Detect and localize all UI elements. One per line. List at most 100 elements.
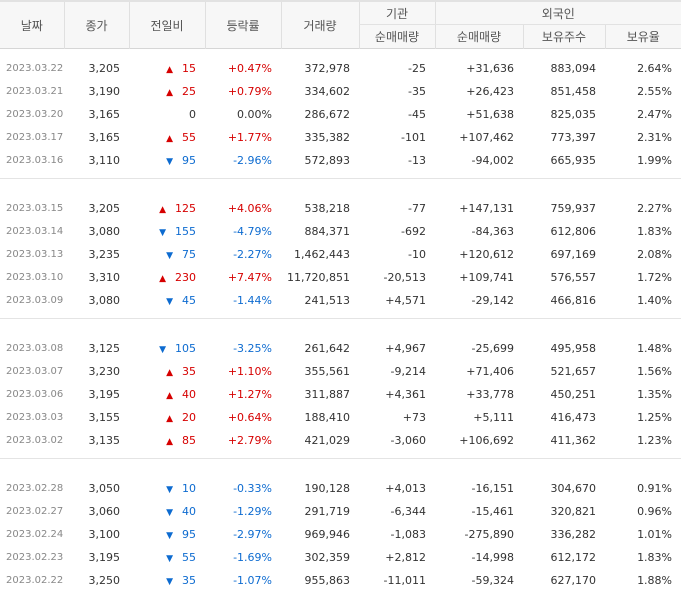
change-value: 105 [175, 342, 196, 355]
rate-cell: -1.07% [205, 569, 281, 592]
foreign-net-cell: -94,002 [435, 149, 523, 172]
foreign-holding-cell: 612,172 [523, 546, 605, 569]
inst-net-cell: -6,344 [359, 500, 435, 523]
foreign-holding-cell: 320,821 [523, 500, 605, 523]
volume-cell: 291,719 [281, 500, 359, 523]
volume-cell: 335,382 [281, 126, 359, 149]
volume-cell: 955,863 [281, 569, 359, 592]
change-value: 25 [182, 85, 196, 98]
foreign-holding-cell: 851,458 [523, 80, 605, 103]
header-foreign-net: 순매매량 [435, 25, 523, 49]
change-cell: ▼35 [129, 569, 205, 592]
down-triangle-icon: ▼ [166, 251, 173, 261]
rate-cell: -2.96% [205, 149, 281, 172]
inst-net-cell: +4,967 [359, 337, 435, 360]
group-spacer [0, 179, 681, 198]
up-triangle-icon: ▲ [159, 274, 166, 284]
volume-cell: 190,128 [281, 477, 359, 500]
volume-cell: 421,029 [281, 429, 359, 452]
volume-cell: 884,371 [281, 220, 359, 243]
foreign-holding-cell: 825,035 [523, 103, 605, 126]
date-cell: 2023.02.28 [0, 477, 64, 500]
date-cell: 2023.03.10 [0, 266, 64, 289]
foreign-ratio-cell: 0.96% [605, 500, 681, 523]
volume-cell: 188,410 [281, 406, 359, 429]
foreign-net-cell: -14,998 [435, 546, 523, 569]
change-cell: ▲55 [129, 126, 205, 149]
change-cell: ▼95 [129, 149, 205, 172]
foreign-net-cell: +51,638 [435, 103, 523, 126]
foreign-ratio-cell: 1.72% [605, 266, 681, 289]
foreign-holding-cell: 466,816 [523, 289, 605, 312]
change-value: 35 [182, 574, 196, 587]
foreign-ratio-cell: 2.27% [605, 197, 681, 220]
date-cell: 2023.02.22 [0, 569, 64, 592]
foreign-net-cell: +107,462 [435, 126, 523, 149]
close-cell: 3,135 [64, 429, 129, 452]
foreign-net-cell: +106,692 [435, 429, 523, 452]
foreign-ratio-cell: 1.35% [605, 383, 681, 406]
up-triangle-icon: ▲ [159, 205, 166, 215]
change-value: 40 [182, 388, 196, 401]
inst-net-cell: +73 [359, 406, 435, 429]
rate-cell: +0.47% [205, 57, 281, 80]
foreign-net-cell: -16,151 [435, 477, 523, 500]
change-value: 95 [182, 154, 196, 167]
volume-cell: 241,513 [281, 289, 359, 312]
foreign-holding-cell: 521,657 [523, 360, 605, 383]
rate-cell: +7.47% [205, 266, 281, 289]
date-cell: 2023.03.02 [0, 429, 64, 452]
volume-cell: 286,672 [281, 103, 359, 126]
change-cell: ▲125 [129, 197, 205, 220]
foreign-net-cell: +71,406 [435, 360, 523, 383]
change-cell: ▼95 [129, 523, 205, 546]
rate-cell: -3.25% [205, 337, 281, 360]
change-cell: ▲85 [129, 429, 205, 452]
rate-cell: +4.06% [205, 197, 281, 220]
foreign-net-cell: +31,636 [435, 57, 523, 80]
foreign-ratio-cell: 0.91% [605, 477, 681, 500]
header-foreign: 외국인 [435, 1, 681, 25]
foreign-net-cell: -15,461 [435, 500, 523, 523]
change-value: 95 [182, 528, 196, 541]
change-cell: ▲25 [129, 80, 205, 103]
date-cell: 2023.03.09 [0, 289, 64, 312]
down-triangle-icon: ▼ [166, 297, 173, 307]
change-value: 10 [182, 482, 196, 495]
change-cell: 0 [129, 103, 205, 126]
close-cell: 3,110 [64, 149, 129, 172]
inst-net-cell: -1,083 [359, 523, 435, 546]
up-triangle-icon: ▲ [166, 368, 173, 378]
close-cell: 3,050 [64, 477, 129, 500]
date-cell: 2023.03.20 [0, 103, 64, 126]
close-cell: 3,205 [64, 57, 129, 80]
change-value: 20 [182, 411, 196, 424]
volume-cell: 302,359 [281, 546, 359, 569]
close-cell: 3,205 [64, 197, 129, 220]
close-cell: 3,080 [64, 220, 129, 243]
down-triangle-icon: ▼ [166, 485, 173, 495]
date-cell: 2023.03.13 [0, 243, 64, 266]
volume-cell: 572,893 [281, 149, 359, 172]
volume-cell: 538,218 [281, 197, 359, 220]
rate-cell: +2.79% [205, 429, 281, 452]
rate-cell: +0.64% [205, 406, 281, 429]
date-cell: 2023.03.03 [0, 406, 64, 429]
close-cell: 3,125 [64, 337, 129, 360]
change-value: 155 [175, 225, 196, 238]
foreign-net-cell: +5,111 [435, 406, 523, 429]
foreign-net-cell: -275,890 [435, 523, 523, 546]
change-cell: ▼ 10 [129, 477, 205, 500]
